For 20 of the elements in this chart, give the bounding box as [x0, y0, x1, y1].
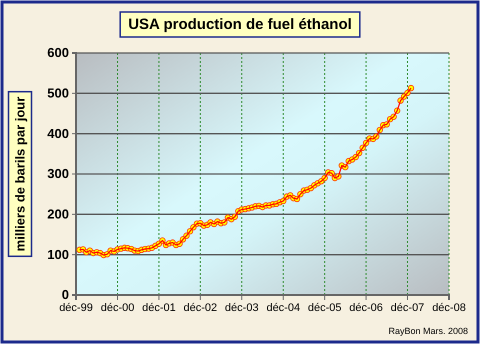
y-axis-title: milliers de barils par jour — [12, 96, 28, 252]
x-tick-label: déc-01 — [142, 302, 176, 314]
y-tick-label: 300 — [47, 166, 69, 182]
chart-title: USA production de fuel éthanol — [128, 16, 352, 33]
x-tick-label: déc-02 — [184, 302, 218, 314]
x-tick-label: déc-00 — [100, 302, 134, 314]
y-tick-label: 600 — [47, 45, 69, 60]
x-tick-label: déc-07 — [390, 302, 424, 314]
y-tick-label: 100 — [47, 246, 69, 262]
x-tick-label: déc-03 — [224, 302, 259, 314]
y-tick-label: 400 — [47, 126, 69, 141]
text: RayBon Mars. 2008 — [388, 326, 468, 336]
x-tick-label: déc-04 — [266, 302, 300, 314]
y-tick-label: 500 — [47, 85, 69, 100]
x-tick-label: déc-06 — [349, 302, 383, 314]
x-tick-label: déc-99 — [59, 302, 93, 314]
x-tick-label: déc-08 — [432, 302, 466, 314]
y-tick-label: 0 — [62, 287, 69, 302]
y-tick-label: 200 — [47, 206, 69, 222]
x-tick-label: déc-05 — [308, 302, 342, 314]
